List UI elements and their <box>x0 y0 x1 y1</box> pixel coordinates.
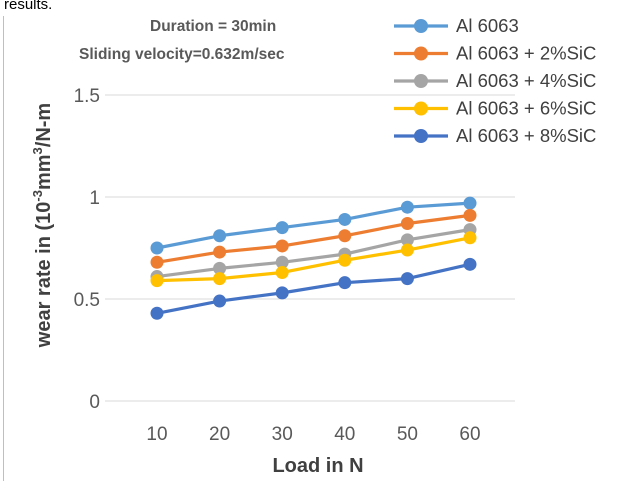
y-axis-label: wear rate in (10-3mm3/N-m <box>30 103 55 348</box>
data-point <box>400 217 414 231</box>
header-fragment: results. <box>4 0 52 13</box>
data-point <box>213 272 227 286</box>
y-axis-label-unit: mm <box>33 154 55 190</box>
series-line-4 <box>156 236 471 283</box>
y-axis-ticks: 0 0.5 1 1.5 <box>74 86 100 413</box>
data-point <box>150 255 164 269</box>
data-point <box>150 306 164 320</box>
legend-swatch-marker <box>414 19 428 33</box>
data-point <box>338 229 352 243</box>
x-tick-label: 50 <box>397 424 418 445</box>
x-tick-label: 60 <box>459 424 480 445</box>
data-point <box>463 231 477 245</box>
data-point <box>150 241 164 255</box>
data-point <box>213 245 227 259</box>
x-tick-label: 20 <box>209 424 230 445</box>
annotation-duration: Duration = 30min <box>150 18 276 35</box>
data-point <box>400 243 414 257</box>
data-point <box>463 208 477 222</box>
data-point <box>400 272 414 286</box>
legend-label: Al 6063 + 2%SiC <box>456 43 596 64</box>
x-tick-label: 30 <box>272 424 293 445</box>
data-point <box>338 276 352 290</box>
x-tick-label: 40 <box>334 424 355 445</box>
data-point <box>338 212 352 226</box>
legend: Al 6063 Al 6063 + 2%SiC Al 6063 + 4%SiC Al … <box>394 15 596 146</box>
series-line-3 <box>156 228 471 279</box>
data-point <box>213 261 227 275</box>
legend-swatch-marker <box>414 129 428 143</box>
series-line-2 <box>156 213 471 264</box>
data-point <box>213 229 227 243</box>
data-point <box>275 255 289 269</box>
data-point <box>275 239 289 253</box>
x-axis-ticks: 10 20 30 40 50 60 <box>146 424 480 445</box>
annotation-sliding-velocity: Sliding velocity=0.632m/sec <box>79 46 285 63</box>
legend-label: Al 6063 + 8%SiC <box>456 125 596 146</box>
legend-swatch-marker <box>414 101 428 116</box>
y-tick-label: 1.5 <box>74 86 100 107</box>
x-axis-label: Load in N <box>272 455 363 477</box>
y-axis-label-text: wear rate in (10 <box>33 202 55 349</box>
x-tick-label: 10 <box>146 424 167 445</box>
data-point <box>213 294 227 308</box>
series-lines <box>150 196 477 320</box>
data-point <box>275 221 289 235</box>
data-point <box>463 257 477 271</box>
data-point <box>400 233 414 247</box>
data-point <box>338 253 352 267</box>
data-point <box>275 286 289 300</box>
legend-label: Al 6063 + 4%SiC <box>456 70 596 91</box>
series-line-5 <box>156 262 471 315</box>
y-axis-label-exponent: -3 <box>30 190 45 202</box>
legend-swatch-marker <box>414 46 428 61</box>
page-left-rule <box>3 16 4 481</box>
data-point <box>150 274 164 288</box>
y-axis-label-exponent: 3 <box>30 147 45 154</box>
y-tick-label: 0 <box>89 392 100 413</box>
data-point <box>275 265 289 279</box>
series-line-1 <box>156 201 471 250</box>
y-tick-label: 0.5 <box>74 290 100 311</box>
data-point <box>400 200 414 214</box>
data-point <box>463 196 477 210</box>
gridlines <box>105 94 515 402</box>
legend-label: Al 6063 + 6%SiC <box>456 98 596 119</box>
legend-label: Al 6063 <box>456 15 519 36</box>
y-axis-label-unit: /N-m <box>33 103 55 147</box>
legend-swatch-marker <box>414 74 428 88</box>
y-tick-label: 1 <box>89 188 100 209</box>
